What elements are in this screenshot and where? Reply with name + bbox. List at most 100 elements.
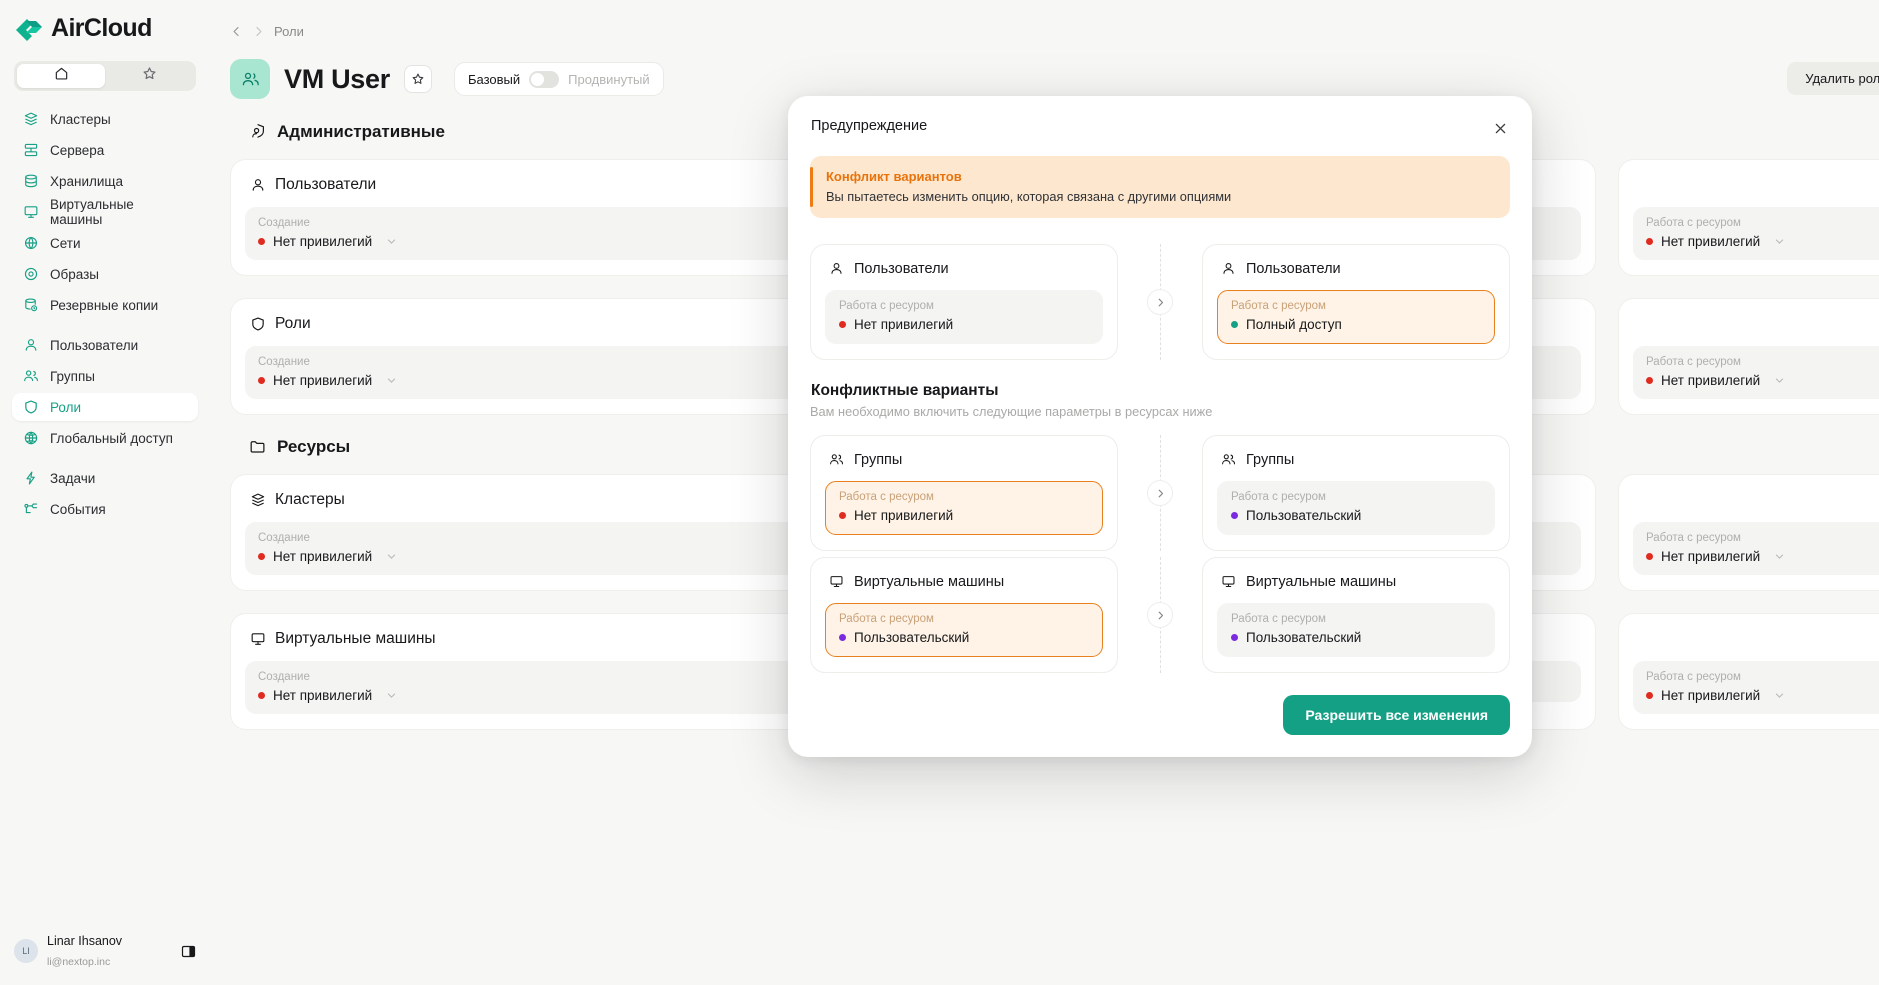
permission-field[interactable]: Работа с ресуром Нет привилегий <box>1633 346 1879 399</box>
chevron-down-icon[interactable] <box>386 375 397 386</box>
permission-field[interactable]: Работа с ресуром Нет привилегий <box>1633 661 1879 714</box>
alert-title: Конфликт вариантов <box>826 169 962 184</box>
section-title: Ресурсы <box>277 437 351 456</box>
sidebar-user-row[interactable]: LI Linar Ihsanov li@nextop.inc <box>0 931 210 971</box>
sidebar-item-servera[interactable]: Сервера <box>12 136 198 164</box>
servers-icon <box>22 142 39 159</box>
permission-field[interactable]: Создание Нет привилегий <box>245 346 887 399</box>
card-title: Роли <box>275 315 311 332</box>
status-dot <box>839 634 846 641</box>
back-chevron-icon[interactable] <box>230 25 243 38</box>
card-header: Роли <box>245 315 887 333</box>
sidebar-item-polzovateli[interactable]: Пользователи <box>12 331 198 359</box>
brand-logo[interactable]: AirCloud <box>0 0 210 53</box>
field-value-row: Нет привилегий <box>258 373 874 388</box>
mode-toggle[interactable]: Базовый Продвинутый <box>453 62 664 96</box>
card-header: Группы <box>1217 451 1495 468</box>
sidebar-item-sobytiya[interactable]: События <box>12 495 198 523</box>
permission-field[interactable]: Работа с ресуром Пользовательский <box>1217 481 1495 535</box>
field-value-row: Нет привилегий <box>1646 234 1879 249</box>
card-title: Группы <box>1246 451 1295 468</box>
vm-icon <box>828 573 845 590</box>
sidebar-item-globalnyy-dostup[interactable]: Глобальный доступ <box>12 424 198 452</box>
status-dot <box>1231 321 1238 328</box>
mode-switch[interactable] <box>529 70 560 88</box>
permission-field[interactable]: Создание Нет привилегий <box>245 207 887 260</box>
group-icon <box>828 451 845 468</box>
section-title: Административные <box>277 122 445 141</box>
sidebar-item-rezervnye-kopii[interactable]: Резервные копии <box>12 291 198 319</box>
modal-footer: Разрешить все изменения <box>810 695 1510 735</box>
pair-divider <box>1118 244 1202 360</box>
sidebar-item-zadachi[interactable]: Задачи <box>12 464 198 492</box>
field-label: Работа с ресуром <box>1646 217 1741 229</box>
home-icon <box>54 66 69 86</box>
chevron-down-icon[interactable] <box>1774 551 1785 562</box>
alert-text: Вы пытаетесь изменить опцию, которая свя… <box>826 189 1232 204</box>
segment-favorites[interactable] <box>105 64 193 88</box>
sidebar-item-label: Виртуальные машины <box>50 197 134 227</box>
field-label: Работа с ресуром <box>1646 671 1741 683</box>
nav-group-infrastructure: Кластеры Сервера Х <box>12 105 198 319</box>
chevron-right-icon[interactable] <box>1147 480 1173 506</box>
permission-field[interactable]: Создание Нет привилегий <box>245 661 887 714</box>
network-icon <box>22 235 39 252</box>
card-title: Кластеры <box>275 491 345 508</box>
sidebar-item-klastery[interactable]: Кластеры <box>12 105 198 133</box>
status-dot <box>258 692 265 699</box>
nav-group-activity: Задачи События <box>12 464 198 523</box>
sidebar-item-roli[interactable]: Роли <box>12 393 198 421</box>
permission-field-highlighted[interactable]: Работа с ресуром Пользовательский <box>825 603 1103 657</box>
chevron-down-icon[interactable] <box>1774 375 1785 386</box>
sidebar-item-label: Образы <box>50 266 99 282</box>
favorite-star-button[interactable] <box>403 65 432 93</box>
chevron-down-icon[interactable] <box>386 690 397 701</box>
field-value-row: Пользовательский <box>1231 630 1481 645</box>
chevron-right-icon[interactable] <box>1147 289 1173 315</box>
sidebar-item-seti[interactable]: Сети <box>12 229 198 257</box>
field-value: Нет привилегий <box>273 549 373 564</box>
allow-all-changes-button[interactable]: Разрешить все изменения <box>1283 695 1510 735</box>
close-icon[interactable] <box>1490 118 1510 138</box>
chevron-down-icon[interactable] <box>386 551 397 562</box>
segment-home[interactable] <box>17 64 105 88</box>
status-dot <box>258 553 265 560</box>
field-value-row: Пользовательский <box>839 630 1089 645</box>
chevron-down-icon[interactable] <box>1774 690 1785 701</box>
field-value: Нет привилегий <box>273 373 373 388</box>
sidebar-item-label: Задачи <box>50 470 96 486</box>
chevron-down-icon[interactable] <box>386 236 397 247</box>
field-value-row: Нет привилегий <box>258 688 874 703</box>
field-value-row: Полный доступ <box>1231 317 1481 332</box>
permission-field[interactable]: Работа с ресуром Нет привилегий <box>825 290 1103 344</box>
permission-field[interactable]: Работа с ресуром Нет привилегий <box>1633 522 1879 575</box>
pair-left: Пользователи Работа с ресуром Нет привил… <box>810 244 1118 360</box>
delete-role-button[interactable]: Удалить роль <box>1787 62 1879 95</box>
vm-icon <box>1220 573 1237 590</box>
chevron-right-icon[interactable] <box>1147 602 1173 628</box>
status-dot <box>258 238 265 245</box>
permission-field[interactable]: Создание Нет привилегий <box>245 522 887 575</box>
field-value: Пользовательский <box>854 630 970 645</box>
card-title: Виртуальные машины <box>275 630 436 647</box>
chevron-down-icon[interactable] <box>1774 236 1785 247</box>
collapse-panel-icon[interactable] <box>181 944 196 959</box>
breadcrumb-current[interactable]: Роли <box>274 24 304 39</box>
primary-comparison-pair: Пользователи Работа с ресуром Нет привил… <box>810 244 1510 360</box>
sidebar-item-label: События <box>50 501 106 517</box>
sidebar-item-virtualnye-mashiny[interactable]: Виртуальные машины <box>12 197 198 227</box>
sidebar-item-label: Хранилища <box>50 173 124 189</box>
permission-field-highlighted[interactable]: Работа с ресуром Нет привилегий <box>825 481 1103 535</box>
sidebar-item-gruppy[interactable]: Группы <box>12 362 198 390</box>
permission-field[interactable]: Работа с ресуром Нет привилегий <box>1633 207 1879 260</box>
nav-group-access: Пользователи Группы <box>12 331 198 452</box>
permission-field-highlighted[interactable]: Работа с ресуром Полный доступ <box>1217 290 1495 344</box>
field-label: Работа с ресуром <box>839 613 934 625</box>
sidebar: AirCloud <box>0 0 210 985</box>
conflict-pair: Группы Работа с ресуром Нет привилегий <box>810 435 1510 551</box>
sidebar-item-hranilishcha[interactable]: Хранилища <box>12 167 198 195</box>
permission-field[interactable]: Работа с ресуром Пользовательский <box>1217 603 1495 657</box>
field-label: Создание <box>258 671 310 683</box>
image-icon <box>22 266 39 283</box>
sidebar-item-obrazy[interactable]: Образы <box>12 260 198 288</box>
